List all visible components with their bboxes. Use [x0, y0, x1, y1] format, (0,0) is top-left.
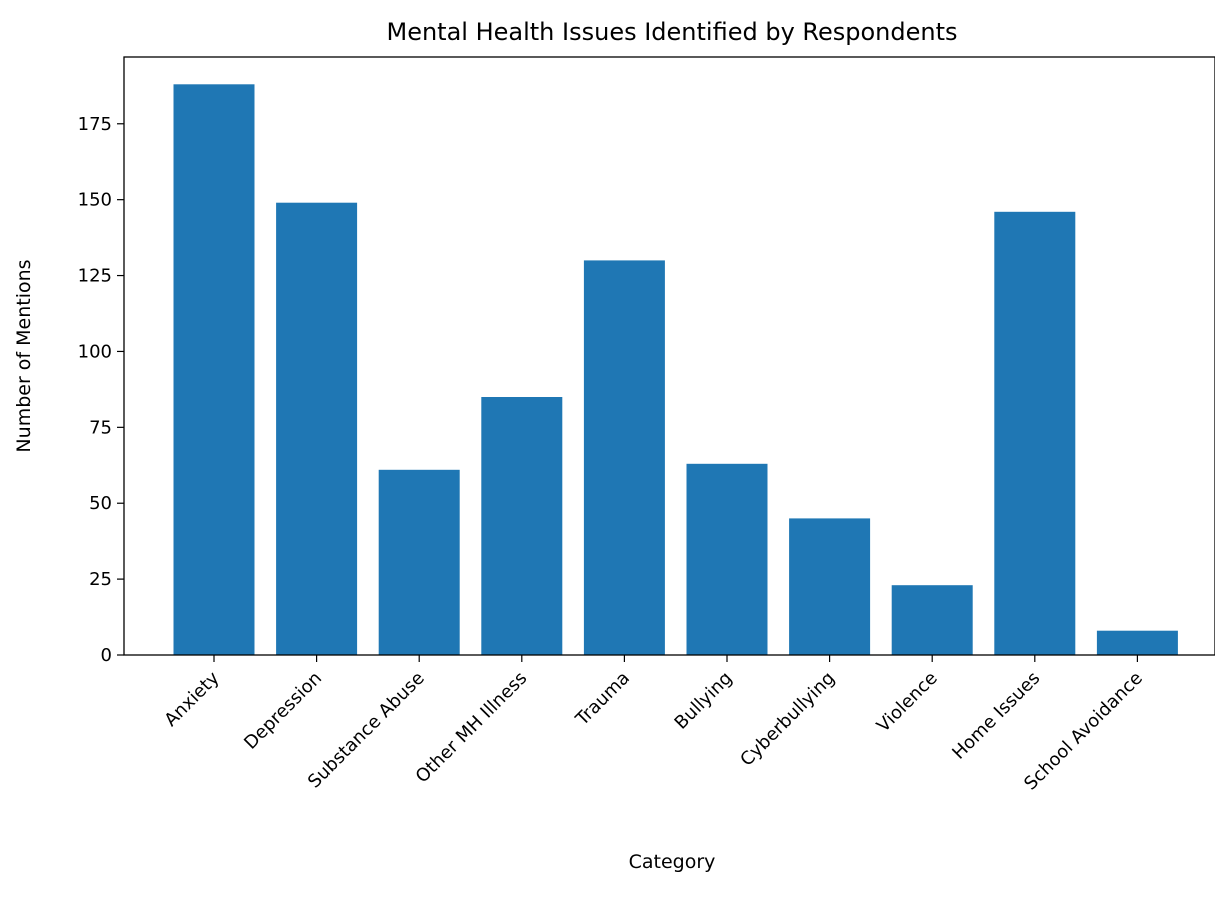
y-tick-label: 175: [78, 114, 112, 135]
bar-substance-abuse: [378, 469, 460, 655]
x-tick-label: Home Issues: [948, 668, 1044, 764]
x-tick-label: Other MH Illness: [412, 668, 532, 788]
y-tick-label: 150: [78, 190, 112, 211]
x-tick-label: Anxiety: [160, 667, 223, 730]
y-axis-title: Number of Mentions: [13, 259, 35, 452]
y-tick-label: 125: [78, 266, 112, 287]
plot-frame: [123, 56, 1215, 656]
bar-bullying: [686, 463, 768, 655]
bar-cyberbullying: [789, 518, 871, 655]
bar-depression: [276, 202, 358, 655]
x-tick-label: Bullying: [671, 668, 737, 734]
bar-violence: [891, 585, 973, 655]
x-tick-label: Cyberbullying: [736, 668, 839, 771]
bar-school-avoidance: [1096, 630, 1178, 655]
y-tick-label: 75: [89, 417, 112, 438]
x-axis-title: Category: [629, 851, 716, 873]
x-tick-label: Violence: [873, 668, 942, 737]
x-tick-label: Depression: [240, 668, 326, 754]
bars-group: [173, 84, 1178, 656]
bar-home-issues: [994, 211, 1076, 656]
y-axis-ticks: 0 25 50 75 100 125 150 175: [78, 114, 124, 666]
x-tick-label: Substance Abuse: [304, 668, 429, 793]
bar-other-mh-illness: [481, 397, 563, 655]
y-tick-label: 50: [89, 493, 112, 514]
y-tick-label: 100: [78, 341, 112, 362]
y-tick-label: 0: [101, 645, 112, 666]
bar-anxiety: [173, 84, 255, 656]
bar-trauma: [583, 260, 665, 655]
y-tick-label: 25: [89, 569, 112, 590]
x-tick-label: Trauma: [571, 668, 634, 731]
chart-title: Mental Health Issues Identified by Respo…: [386, 18, 957, 46]
